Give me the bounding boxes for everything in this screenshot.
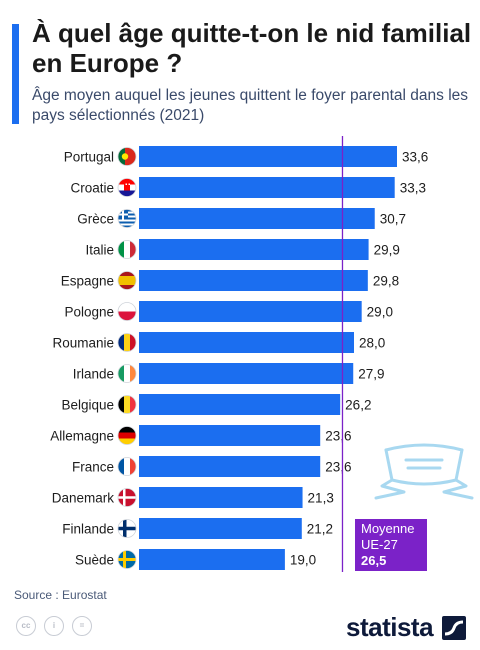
flag-italy-icon bbox=[117, 240, 137, 259]
flag-greece-icon bbox=[117, 209, 137, 228]
value-label: 27,9 bbox=[358, 367, 384, 382]
bar-germany bbox=[139, 425, 321, 446]
no-derivatives-icon: = bbox=[72, 616, 92, 636]
creative-commons-icon: cc bbox=[16, 616, 36, 636]
flag-portugal-icon bbox=[117, 147, 137, 166]
nest-cradle-icon bbox=[374, 443, 474, 500]
category-label: Grèce bbox=[77, 212, 114, 227]
bar-belgium bbox=[139, 394, 341, 415]
category-label: Finlande bbox=[62, 522, 114, 537]
category-label: France bbox=[72, 460, 114, 475]
statista-logo-text: statista bbox=[346, 612, 434, 642]
value-label: 19,0 bbox=[290, 553, 316, 568]
flag-belgium-icon bbox=[117, 395, 137, 414]
bar-denmark bbox=[139, 487, 303, 508]
source-note: Source : Eurostat bbox=[14, 588, 107, 602]
value-label: 29,0 bbox=[367, 305, 393, 320]
category-label: Suède bbox=[75, 553, 114, 568]
value-label: 26,2 bbox=[345, 398, 371, 413]
category-label: Allemagne bbox=[50, 429, 114, 444]
bar-portugal bbox=[139, 146, 397, 167]
value-label: 21,3 bbox=[308, 491, 334, 506]
page-title: À quel âge quitte-t-on le nid familial e… bbox=[32, 18, 472, 78]
category-label: Roumanie bbox=[52, 336, 114, 351]
category-label: Espagne bbox=[61, 274, 114, 289]
category-label: Belgique bbox=[61, 398, 114, 413]
flag-germany-icon bbox=[117, 426, 137, 445]
value-label: 23,6 bbox=[325, 429, 351, 444]
bar-romania bbox=[139, 332, 354, 353]
value-label: 33,3 bbox=[400, 181, 426, 196]
bar-poland bbox=[139, 301, 362, 322]
bar-greece bbox=[139, 208, 375, 229]
category-label: Croatie bbox=[70, 181, 114, 196]
bar-croatia bbox=[139, 177, 395, 198]
flag-poland-icon bbox=[117, 302, 137, 321]
bar-italy bbox=[139, 239, 369, 260]
flag-sweden-icon bbox=[117, 550, 137, 569]
flag-croatia-icon bbox=[117, 178, 137, 197]
category-label: Portugal bbox=[64, 150, 114, 165]
bar-ireland bbox=[139, 363, 354, 384]
value-label: 30,7 bbox=[380, 212, 406, 227]
bar-france bbox=[139, 456, 321, 477]
flag-spain-icon bbox=[117, 271, 137, 290]
statista-logo-icon bbox=[442, 616, 466, 640]
bar-chart: Portugal 33,6 Croatie 33,3 Grèce 30,7 Italie 29… bbox=[50, 136, 428, 572]
eu-average-label-line2: UE-27 bbox=[361, 537, 398, 552]
category-label: Italie bbox=[85, 243, 114, 258]
flag-france-icon bbox=[117, 457, 137, 476]
value-label: 29,8 bbox=[373, 274, 399, 289]
category-label: Irlande bbox=[73, 367, 114, 382]
flag-denmark-icon bbox=[117, 488, 137, 507]
eu-average-label-line1: Moyenne bbox=[361, 521, 415, 536]
eu-average-value: 26,5 bbox=[361, 553, 387, 568]
attribution-icon: i bbox=[44, 616, 64, 636]
category-label: Pologne bbox=[64, 305, 114, 320]
value-label: 23,6 bbox=[325, 460, 351, 475]
bar-spain bbox=[139, 270, 368, 291]
category-label: Danemark bbox=[52, 491, 115, 506]
value-label: 21,2 bbox=[307, 522, 333, 537]
eu-average-label: Moyenne UE-27 26,5 bbox=[355, 519, 427, 571]
bar-sweden bbox=[139, 549, 285, 570]
title-accent-bar bbox=[12, 24, 19, 124]
bar-finland bbox=[139, 518, 302, 539]
flag-ireland-icon bbox=[117, 364, 137, 383]
value-label: 28,0 bbox=[359, 336, 385, 351]
value-label: 33,6 bbox=[402, 150, 428, 165]
value-label: 29,9 bbox=[374, 243, 400, 258]
flag-romania-icon bbox=[117, 333, 137, 352]
page-subtitle: Âge moyen auquel les jeunes quittent le … bbox=[32, 87, 469, 124]
flag-finland-icon bbox=[117, 519, 137, 538]
